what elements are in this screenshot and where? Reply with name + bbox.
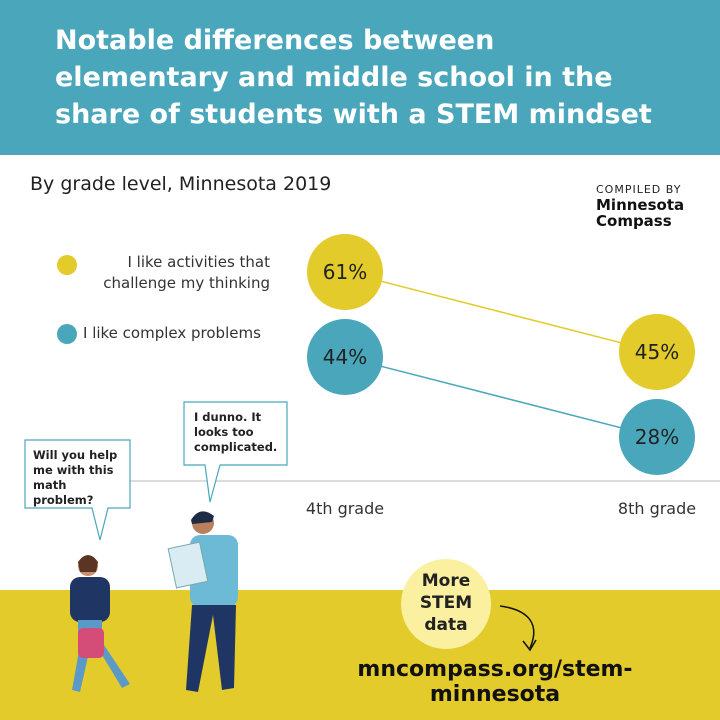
credit-label: COMPILED BY — [596, 183, 682, 196]
footer-band — [0, 590, 720, 720]
credit-name: Minnesota Compass — [596, 196, 685, 230]
legend-swatch — [57, 324, 77, 344]
value-label: 61% — [323, 260, 367, 284]
header-band — [0, 0, 720, 155]
value-circle — [619, 314, 695, 390]
arrow — [499, 605, 535, 649]
legend-swatch — [57, 255, 77, 275]
value-circle — [619, 399, 695, 475]
speech-bubble — [183, 401, 288, 503]
x-tick-label: 4th grade — [306, 499, 384, 518]
arrow-head — [522, 639, 537, 652]
value-circle — [307, 234, 383, 310]
cta-text: More STEM data — [419, 571, 473, 635]
slope-line — [344, 356, 658, 438]
legend-label: I like activities that challenge my thin… — [103, 253, 270, 292]
person-girl — [70, 555, 130, 692]
bubble-text: I dunno. It looks too complicated. — [194, 410, 278, 454]
subtitle: By grade level, Minnesota 2019 — [30, 173, 332, 195]
value-label: 45% — [635, 340, 679, 364]
value-label: 28% — [635, 425, 679, 449]
legend-label: I like complex problems — [83, 324, 261, 342]
bubble-text: Will you help me with this math problem? — [33, 448, 118, 507]
x-tick-label: 8th grade — [618, 499, 696, 518]
cta-circle — [401, 559, 491, 649]
slope-line — [344, 271, 658, 353]
speech-bubble — [24, 439, 131, 541]
title: Notable differences between elementary a… — [55, 25, 652, 130]
url[interactable]: mncompass.org/stem-minnesota — [357, 657, 633, 707]
person-boy — [167, 511, 238, 692]
value-circle — [307, 319, 383, 395]
value-label: 44% — [323, 345, 367, 369]
